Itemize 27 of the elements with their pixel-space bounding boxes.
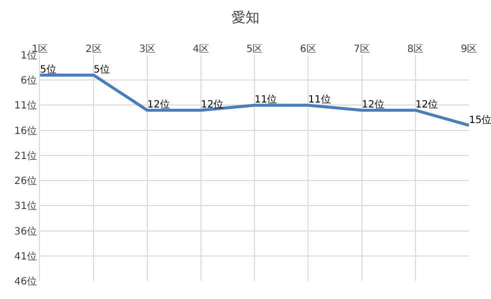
y-tick-label: 26位 bbox=[14, 175, 37, 188]
chart-title: 愛知 bbox=[232, 10, 260, 26]
y-tick-label: 21位 bbox=[14, 150, 37, 162]
y-tick-label: 6位 bbox=[20, 74, 37, 87]
y-tick-label: 36位 bbox=[14, 225, 37, 238]
data-label: 12位 bbox=[147, 98, 170, 111]
x-tick-label: 4区 bbox=[192, 44, 210, 55]
data-label: 15位 bbox=[469, 114, 491, 126]
x-tick-label: 9区 bbox=[460, 44, 478, 55]
data-label: 5位 bbox=[94, 64, 110, 76]
x-tick-label: 5区 bbox=[246, 44, 263, 55]
data-label: 12位 bbox=[415, 98, 438, 111]
data-label: 11位 bbox=[254, 94, 278, 106]
data-label: 11位 bbox=[308, 94, 331, 106]
data-label: 5位 bbox=[40, 64, 56, 76]
y-tick-label: 16位 bbox=[14, 124, 37, 137]
x-tick-label: 6区 bbox=[300, 44, 316, 55]
y-tick-label: 11位 bbox=[14, 100, 37, 112]
y-tick-label: 41位 bbox=[14, 250, 37, 262]
x-tick-label: 3区 bbox=[139, 44, 156, 55]
y-tick-label: 46位 bbox=[14, 276, 37, 288]
y-tick-label: 31位 bbox=[14, 200, 37, 212]
x-tick-label: 7区 bbox=[354, 44, 370, 55]
data-label: 12位 bbox=[362, 98, 384, 111]
x-tick-label: 2区 bbox=[85, 44, 102, 55]
x-tick-label: 8区 bbox=[407, 44, 424, 55]
line-series bbox=[40, 74, 469, 127]
